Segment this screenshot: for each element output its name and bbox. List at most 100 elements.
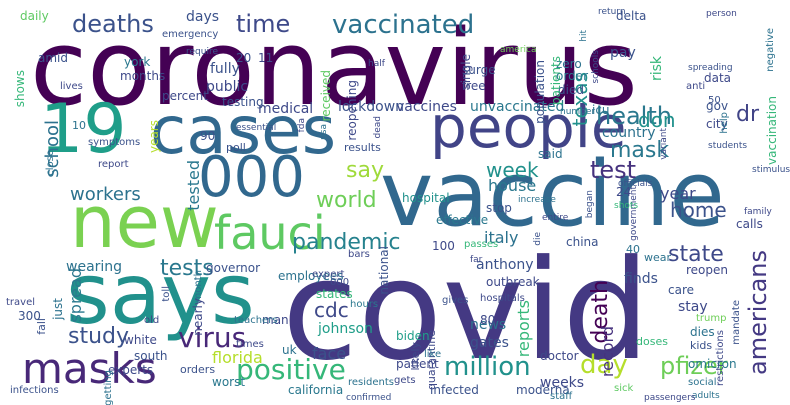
cloud-word: infected (430, 383, 479, 397)
cloud-word: people (430, 93, 627, 161)
cloud-word: fully (210, 61, 240, 77)
cloud-word: health (596, 102, 672, 130)
cloud-word: masks (22, 344, 157, 393)
cloud-word: vaccinated (332, 10, 475, 40)
cloud-word: died (558, 83, 584, 97)
cloud-word: said (538, 147, 563, 161)
cloud-word: 80 (480, 313, 496, 327)
cloud-word: icu (592, 103, 610, 117)
cloud-word: bars (348, 249, 370, 260)
cloud-word: nearly (191, 298, 205, 336)
cloud-word: increase (518, 195, 556, 205)
cloud-word: uk (282, 343, 297, 357)
cloud-word: state (668, 242, 724, 267)
cloud-word: months (120, 69, 166, 83)
cloud-word: number (560, 107, 596, 117)
cloud-word: expert (312, 269, 345, 280)
cloud-word: residents (348, 377, 395, 388)
cloud-word: data (704, 71, 732, 85)
cloud-word: finds (624, 271, 658, 287)
cloud-word: patients (549, 56, 563, 105)
cloud-word: gives (442, 295, 469, 306)
cloud-word: mandate (731, 300, 742, 345)
cloud-word: close (45, 150, 56, 176)
cloud-word: weeks (540, 375, 585, 391)
cloud-word: country (602, 125, 656, 141)
cloud-word: covid (282, 230, 650, 391)
cloud-word: stay (678, 299, 708, 315)
cloud-word: city (706, 117, 728, 131)
cloud-word: years (147, 120, 161, 154)
cloud-word: lives (60, 81, 83, 92)
cloud-word: trump (696, 313, 727, 324)
cloud-word: family (744, 207, 772, 217)
cloud-word: tests (160, 256, 214, 281)
cloud-word: government (629, 186, 639, 241)
cloud-word: likely (409, 342, 422, 371)
cloud-word: gets (394, 375, 416, 386)
cloud-word: testing (222, 95, 264, 109)
cloud-word: gov (706, 99, 729, 113)
cloud-word: vaccination (765, 96, 779, 165)
cloud-word: adults (692, 391, 720, 401)
cloud-word: hours (350, 299, 379, 310)
cloud-word: like (424, 349, 442, 360)
cloud-word: spread (66, 268, 85, 323)
cloud-word: fda (297, 118, 307, 133)
cloud-word: 300 (18, 309, 41, 323)
cloud-word: received (319, 70, 333, 122)
cloud-word: delta (616, 9, 647, 23)
cloud-word: care (668, 283, 695, 297)
cloud-word: require (186, 47, 218, 57)
cloud-word: say (346, 158, 384, 183)
cloud-word: anti (686, 81, 706, 92)
cloud-word: medical (258, 101, 314, 117)
cloud-word: omicron (688, 357, 737, 371)
cloud-word: students (708, 141, 748, 151)
cloud-word: 100 (432, 239, 455, 253)
cloud-word: vaccine (380, 142, 725, 247)
cloud-word: just (51, 298, 65, 320)
cloud-word: 90 (200, 129, 216, 143)
cloud-word: man (262, 313, 289, 327)
cloud-word: lockdown (338, 99, 405, 115)
cloud-word: 20 (236, 51, 252, 65)
cloud-word: officials (618, 179, 653, 189)
cloud-word: passengers (644, 393, 696, 403)
cloud-word: positive (236, 353, 346, 386)
cloud-word: week (486, 158, 539, 182)
cloud-word: time (236, 10, 291, 38)
cloud-word: world (316, 188, 377, 213)
cloud-word: year (660, 184, 696, 203)
cloud-word: 24 (616, 185, 632, 199)
cloud-word: report (98, 159, 129, 170)
cloud-word: variant (659, 128, 669, 160)
cloud-word: dies (690, 325, 715, 339)
cloud-word: experts (108, 363, 154, 377)
cloud-word: old (144, 315, 160, 326)
cloud-word: doses (636, 335, 668, 348)
cloud-word: coronavirus (30, 7, 638, 129)
cloud-word: anthony (476, 257, 534, 273)
cloud-word: virus (178, 321, 247, 354)
cloud-word: toll (161, 286, 172, 302)
cloud-word: employees (278, 269, 344, 283)
cloud-word: fauci (214, 206, 326, 260)
cloud-word: biden (396, 329, 430, 343)
cloud-word: unvaccinated (470, 99, 565, 115)
cloud-word: italy (484, 228, 519, 247)
cloud-word: population (533, 60, 547, 124)
cloud-word: teachers (234, 315, 278, 326)
cloud-word: 19 (40, 90, 127, 169)
cloud-word: days (186, 9, 220, 25)
cloud-word: face (312, 344, 347, 363)
cloud-word: poll (226, 141, 246, 154)
cloud-word: 000 (330, 277, 350, 288)
cloud-word: says (66, 245, 255, 343)
cloud-word: record (598, 326, 617, 378)
cloud-word: return (598, 7, 626, 17)
cloud-word: spreading (688, 63, 733, 73)
cloud-word: reopen (686, 263, 728, 277)
cloud-word: shows (13, 70, 27, 108)
cloud-word: gates (470, 335, 509, 351)
